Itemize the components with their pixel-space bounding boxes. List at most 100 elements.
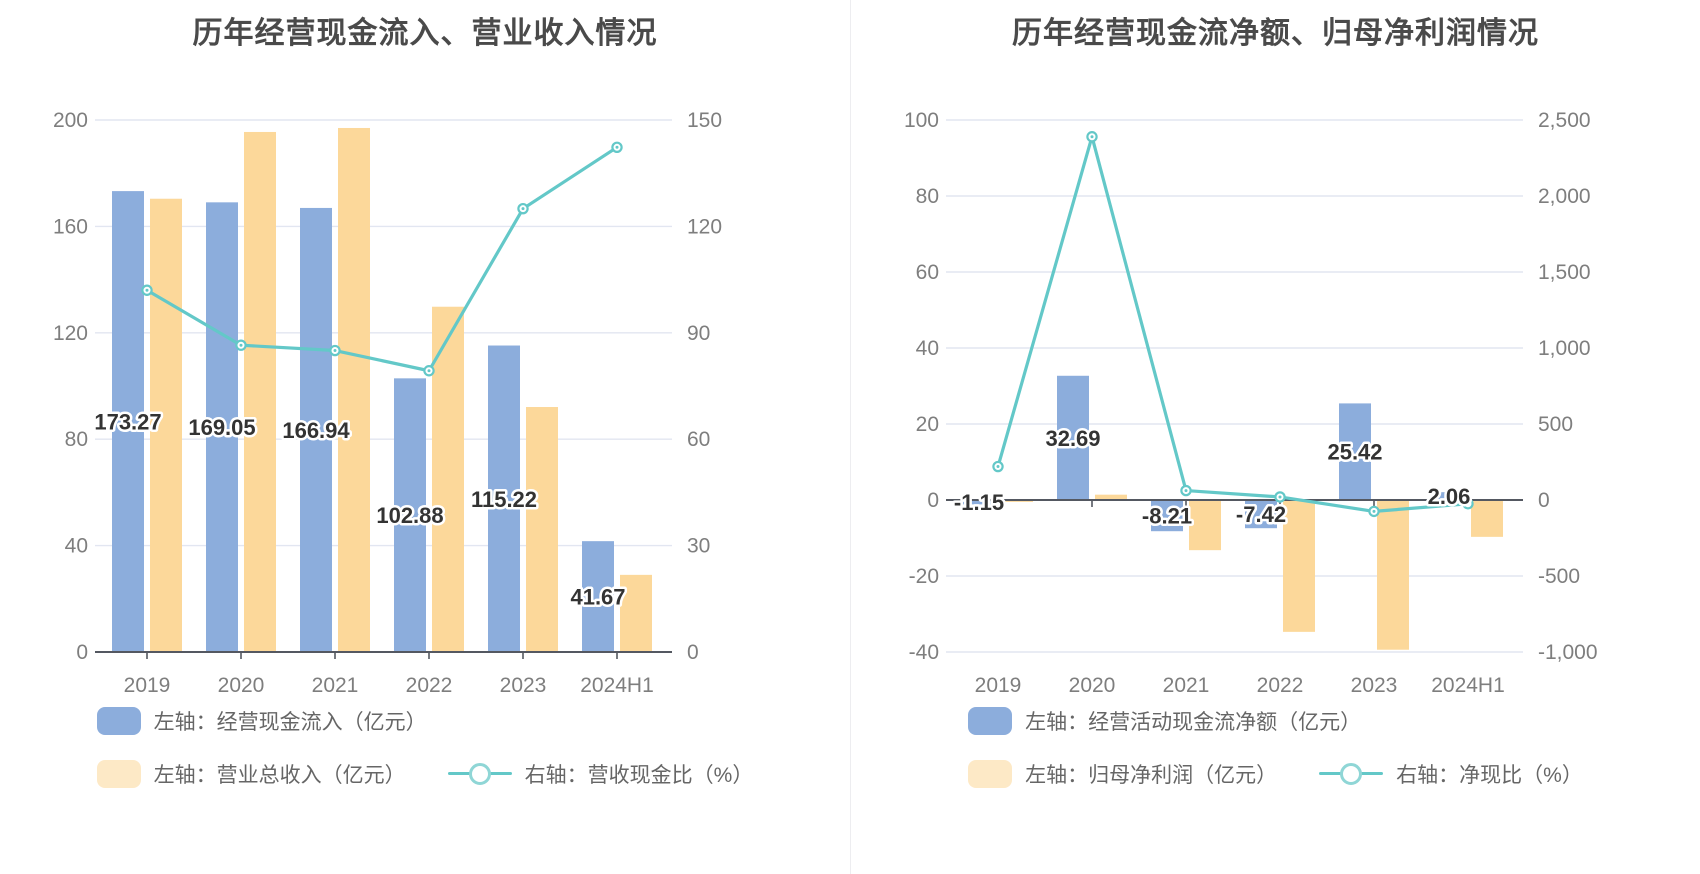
legend-ring-icon bbox=[468, 763, 491, 785]
bar[interactable] bbox=[488, 345, 520, 652]
line-marker-dot bbox=[1184, 489, 1188, 493]
left-axis-label: 80 bbox=[65, 428, 88, 451]
legend-row: 左轴：营业总收入（亿元） 右轴：营收现金比（%） bbox=[96, 759, 753, 789]
x-axis-category-label: 2023 bbox=[1351, 674, 1398, 697]
line-marker-dot bbox=[615, 145, 619, 149]
x-axis-category-label: 2020 bbox=[1069, 674, 1116, 697]
legend-item[interactable]: 左轴：归母净利润（亿元） bbox=[968, 759, 1277, 789]
x-axis-category-label: 2021 bbox=[312, 674, 359, 697]
legend-block: 左轴：经营活动现金流净额（亿元） 左轴：归母净利润（亿元） 右轴：净现比（%） bbox=[968, 706, 1583, 812]
bar[interactable] bbox=[1151, 500, 1183, 532]
line-marker-dot bbox=[1372, 509, 1376, 513]
bar[interactable] bbox=[582, 541, 614, 652]
left-axis-label: -20 bbox=[909, 565, 939, 588]
legend-row: 左轴：经营活动现金流净额（亿元） bbox=[968, 706, 1583, 736]
legend-item[interactable]: 左轴：营业总收入（亿元） bbox=[96, 759, 406, 789]
line-marker-dot bbox=[1090, 135, 1094, 139]
bar[interactable] bbox=[526, 407, 558, 652]
line-marker-dot bbox=[1278, 495, 1282, 499]
left-axis-label: 160 bbox=[53, 215, 88, 238]
bar-value-label: -8.21 bbox=[1142, 504, 1192, 529]
x-axis-category-label: 2022 bbox=[1257, 674, 1304, 697]
line-marker-dot bbox=[239, 343, 243, 347]
bar[interactable] bbox=[1057, 375, 1089, 500]
bar[interactable] bbox=[1283, 500, 1315, 632]
x-axis-category-label: 2019 bbox=[975, 674, 1022, 697]
bar-value-label: 25.42 bbox=[1327, 440, 1382, 465]
bar[interactable] bbox=[1095, 494, 1127, 500]
bar[interactable] bbox=[206, 202, 238, 652]
bar[interactable] bbox=[963, 500, 995, 505]
bar[interactable] bbox=[1189, 500, 1221, 551]
cash-inflow-revenue-chart: 173.27 169.05 166.94 102.88 115.22 41.67 0 40 80… bbox=[53, 109, 722, 697]
bar[interactable] bbox=[150, 198, 182, 652]
legend-row: 左轴：经营现金流入（亿元） bbox=[96, 706, 754, 736]
left-axis-label: 0 bbox=[76, 641, 88, 664]
legend-swatch bbox=[96, 760, 141, 788]
right-axis-label: -1,000 bbox=[1538, 641, 1598, 664]
bar[interactable] bbox=[112, 191, 144, 652]
ratio-line bbox=[146, 145, 618, 373]
x-axis-category-label: 2023 bbox=[500, 674, 547, 697]
right-axis-label: 0 bbox=[1538, 489, 1550, 512]
x-axis-category-label: 2019 bbox=[124, 674, 171, 697]
left-axis-label: 100 bbox=[904, 109, 939, 132]
legend-item[interactable]: 右轴：净现比（%） bbox=[1319, 759, 1583, 789]
right-axis-label: 120 bbox=[687, 215, 722, 238]
legend-swatch bbox=[968, 760, 1013, 788]
legend-line-sample bbox=[447, 760, 512, 788]
legend-line-sample bbox=[1319, 760, 1384, 788]
bar[interactable] bbox=[1433, 492, 1465, 500]
left-axis-label: 40 bbox=[916, 337, 939, 360]
bar[interactable] bbox=[338, 127, 370, 653]
netcash-netprofit-chart: -1.15 32.69 -8.21 -7.42 25.42 2.06 -40 -20 0 20 40… bbox=[904, 109, 1598, 697]
legend-item[interactable]: 右轴：营收现金比（%） bbox=[447, 759, 753, 789]
right-axis-label: -500 bbox=[1538, 565, 1580, 588]
bar-value-label: 115.22 bbox=[471, 487, 537, 512]
line-marker-dot bbox=[333, 349, 337, 353]
legend-ring-icon bbox=[1340, 763, 1363, 785]
bar[interactable] bbox=[394, 378, 426, 652]
chart-legend-left: 左轴：经营现金流入（亿元） 左轴：营业总收入（亿元） 右轴：营收现金比（%） bbox=[0, 706, 850, 812]
bar-value-label: 166.94 bbox=[282, 418, 350, 443]
legend-item[interactable]: 左轴：经营现金流入（亿元） bbox=[96, 706, 427, 736]
line-marker-dot bbox=[521, 207, 525, 211]
line-marker-dot bbox=[1466, 502, 1470, 506]
ratio-line bbox=[996, 135, 1469, 513]
left-axis-label: 0 bbox=[927, 489, 939, 512]
legend-row: 左轴：归母净利润（亿元） 右轴：净现比（%） bbox=[968, 759, 1583, 789]
x-axis-category-label: 2020 bbox=[218, 674, 265, 697]
right-axis-label: 1,000 bbox=[1538, 337, 1591, 360]
bar[interactable] bbox=[1471, 500, 1503, 537]
bar-value-label: 41.67 bbox=[570, 585, 625, 610]
bar-value-label: 32.69 bbox=[1045, 426, 1100, 451]
legend-item[interactable]: 左轴：经营活动现金流净额（亿元） bbox=[968, 706, 1361, 736]
x-axis-category-label: 2024H1 bbox=[1431, 674, 1505, 697]
bar[interactable] bbox=[1245, 500, 1277, 529]
bar-value-label: -1.15 bbox=[954, 490, 1004, 515]
bar[interactable] bbox=[1377, 500, 1409, 650]
legend-label: 右轴：净现比（%） bbox=[1396, 764, 1583, 787]
bar[interactable] bbox=[432, 306, 464, 652]
legend-label: 左轴：营业总收入（亿元） bbox=[153, 764, 406, 787]
x-axis-category-label: 2021 bbox=[1163, 674, 1210, 697]
bar[interactable] bbox=[620, 574, 652, 652]
x-axis-category-label: 2022 bbox=[406, 674, 453, 697]
bar-value-label: 102.88 bbox=[376, 503, 443, 528]
left-axis-label: -40 bbox=[909, 641, 939, 664]
right-axis-label: 2,000 bbox=[1538, 185, 1591, 208]
legend-swatch bbox=[968, 707, 1013, 735]
right-axis-label: 0 bbox=[687, 641, 699, 664]
panel-cash-inflow-revenue: 历年经营现金流入、营业收入情况 173.27 169.05 166.94 102.88… bbox=[0, 17, 850, 812]
line-marker-dot bbox=[427, 369, 431, 373]
bar-value-label: 173.27 bbox=[94, 410, 161, 435]
chart-legend-right: 左轴：经营活动现金流净额（亿元） 左轴：归母净利润（亿元） 右轴：净现比（%） bbox=[851, 706, 1700, 812]
bar[interactable] bbox=[300, 207, 332, 652]
bar-value-label: -7.42 bbox=[1236, 502, 1286, 527]
legend-swatch bbox=[96, 707, 141, 735]
left-axis-label: 60 bbox=[916, 261, 939, 284]
legend-block: 左轴：经营现金流入（亿元） 左轴：营业总收入（亿元） 右轴：营收现金比（%） bbox=[96, 706, 754, 812]
right-axis-label: 30 bbox=[687, 535, 710, 558]
bar[interactable] bbox=[244, 131, 276, 653]
bar[interactable] bbox=[1339, 403, 1371, 500]
